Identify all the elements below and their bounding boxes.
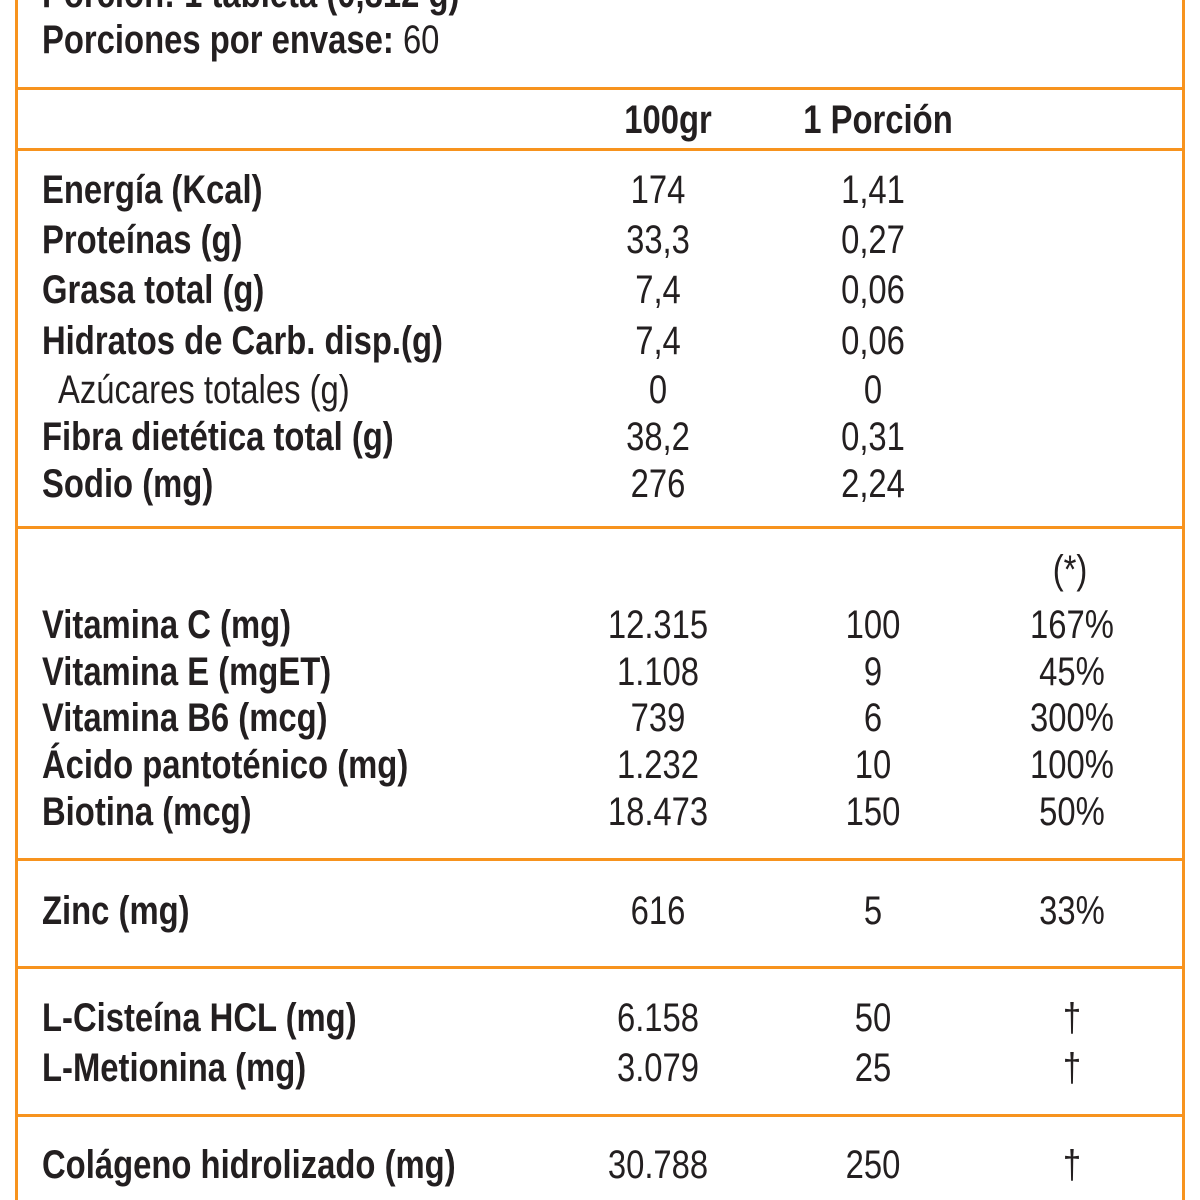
daily-value-note: (*) [1052,548,1088,592]
row-label: Vitamina E (mgET) [42,650,332,694]
value-portion: 100 [845,603,901,647]
value-100g: 18.473 [607,790,709,834]
value-portion: 0,31 [841,415,905,459]
value-portion: 6 [863,696,883,740]
row-label: Vitamina C (mg) [42,603,292,647]
value-portion: 5 [863,889,883,933]
servings-label: Porciones por envase: [42,18,394,62]
value-portion: 10 [854,743,892,787]
value-100g: 276 [630,462,686,506]
value-portion: 0,06 [841,268,905,312]
divider [15,148,1185,151]
servings-value: 60 [402,18,440,62]
value-portion: 0 [863,368,883,412]
value-100g: 38,2 [626,415,690,459]
value-100g: 616 [630,889,686,933]
value-100g: 7,4 [635,319,681,363]
value-portion: 1,41 [841,168,905,212]
row-label: Fibra dietética total (g) [42,415,394,459]
value-100g: 33,3 [626,218,690,262]
value-portion: 0,06 [841,319,905,363]
daily-value: † [1062,1046,1082,1090]
daily-value: 300% [1030,696,1114,740]
divider [15,87,1185,90]
value-100g: 739 [630,696,686,740]
row-label: Grasa total (g) [42,268,265,312]
border-right [1182,0,1185,1200]
divider [15,966,1185,969]
daily-value: † [1062,996,1082,1040]
value-portion: 150 [845,790,901,834]
row-label: Energía (Kcal) [42,168,263,212]
divider [15,1114,1185,1117]
row-label: L-Cisteína HCL (mg) [42,996,357,1040]
column-header: 1 Porción [803,98,953,142]
value-portion: 2,24 [841,462,905,506]
sub-label: Azúcares totales (g) [58,368,350,412]
daily-value: 50% [1039,790,1105,834]
column-header: 100gr [624,98,712,142]
daily-value: 33% [1039,889,1105,933]
row-label: Sodio (mg) [42,462,214,506]
row-label: Vitamina B6 (mcg) [42,696,328,740]
daily-value: 100% [1030,743,1114,787]
divider [15,858,1185,861]
value-100g: 7,4 [635,268,681,312]
row-label: Hidratos de Carb. disp.(g) [42,319,443,363]
row-label: Proteínas (g) [42,218,243,262]
value-portion: 9 [863,650,883,694]
border-left [15,0,18,1200]
divider [15,526,1185,529]
daily-value: 167% [1030,603,1114,647]
value-100g: 12.315 [607,603,709,647]
daily-value: 45% [1039,650,1105,694]
value-100g: 1.232 [616,743,700,787]
row-label: Colágeno hidrolizado (mg) [42,1143,456,1187]
servings: Porciones por envase: 60 [42,16,439,64]
value-100g: 3.079 [616,1046,700,1090]
daily-value: † [1062,1143,1082,1187]
row-label: Biotina (mcg) [42,790,252,834]
serving-size: Porción: 1 tableta (0,812 g) [42,0,459,18]
value-portion: 50 [854,996,892,1040]
row-label: Ácido pantoténico (mg) [42,743,409,787]
value-100g: 30.788 [607,1143,709,1187]
row-label: Zinc (mg) [42,889,190,933]
value-100g: 6.158 [616,996,700,1040]
value-100g: 174 [630,168,686,212]
value-100g: 0 [648,368,668,412]
value-portion: 250 [845,1143,901,1187]
value-portion: 0,27 [841,218,905,262]
value-100g: 1.108 [616,650,700,694]
row-label: L-Metionina (mg) [42,1046,307,1090]
value-portion: 25 [854,1046,892,1090]
